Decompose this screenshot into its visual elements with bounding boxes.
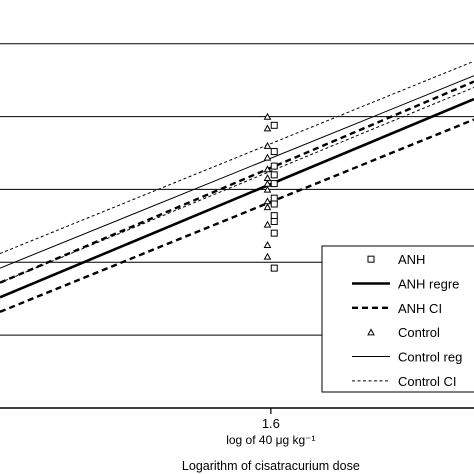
legend-box [321,245,474,393]
control-point-11 [263,241,272,248]
control-point-10 [263,220,272,228]
legend-label-anh-ci: ANH CI [398,301,442,316]
anh-point-8 [270,217,278,225]
control-point-5 [263,174,272,181]
control-point-1 [263,124,272,132]
anh-point-9 [270,229,278,237]
anh-point-7 [270,212,278,220]
control-point-0 [263,112,272,120]
anh-point-6 [270,200,278,208]
control-reg-line [0,75,474,269]
control-point-7 [263,185,272,193]
anh-regre-line [0,97,474,299]
legend-label-control-ci: Control CI [398,374,457,389]
anh-ci-upper-line [0,80,474,284]
legend-marker-anh [367,255,375,263]
regression-lines [0,60,474,313]
legend: ANH ANH regre ANH CI Control Control reg Cont… [321,245,474,393]
control-point-12 [263,252,272,260]
x-tick-label: 1.6 [262,416,280,431]
anh-ci-lower-line [0,118,474,313]
anh-point-2 [270,162,278,170]
control-point-3 [263,153,272,161]
legend-marker-control [367,328,375,336]
x-tick-sublabel: log of 40 μg kg⁻¹ [226,433,315,447]
legend-label-anh: ANH [398,252,425,267]
control-point-4 [263,165,272,173]
x-axis-label: Logarithm of cisatracurium dose [182,459,360,473]
control-point-8 [263,197,272,205]
control-point-2 [263,141,272,149]
control-ci-lower-line [0,86,474,284]
control-point-9 [263,203,272,211]
anh-point-10 [270,264,278,272]
anh-point-0 [270,121,278,129]
legend-label-control: Control [398,325,440,340]
legend-label-control-reg: Control reg [398,350,462,365]
data-points [263,112,278,272]
anh-point-3 [270,171,278,179]
control-ci-upper-line [0,60,474,255]
anh-point-5 [270,194,278,202]
legend-label-anh-regre: ANH regre [398,277,459,292]
anh-point-4 [270,180,278,188]
anh-point-1 [270,148,278,156]
